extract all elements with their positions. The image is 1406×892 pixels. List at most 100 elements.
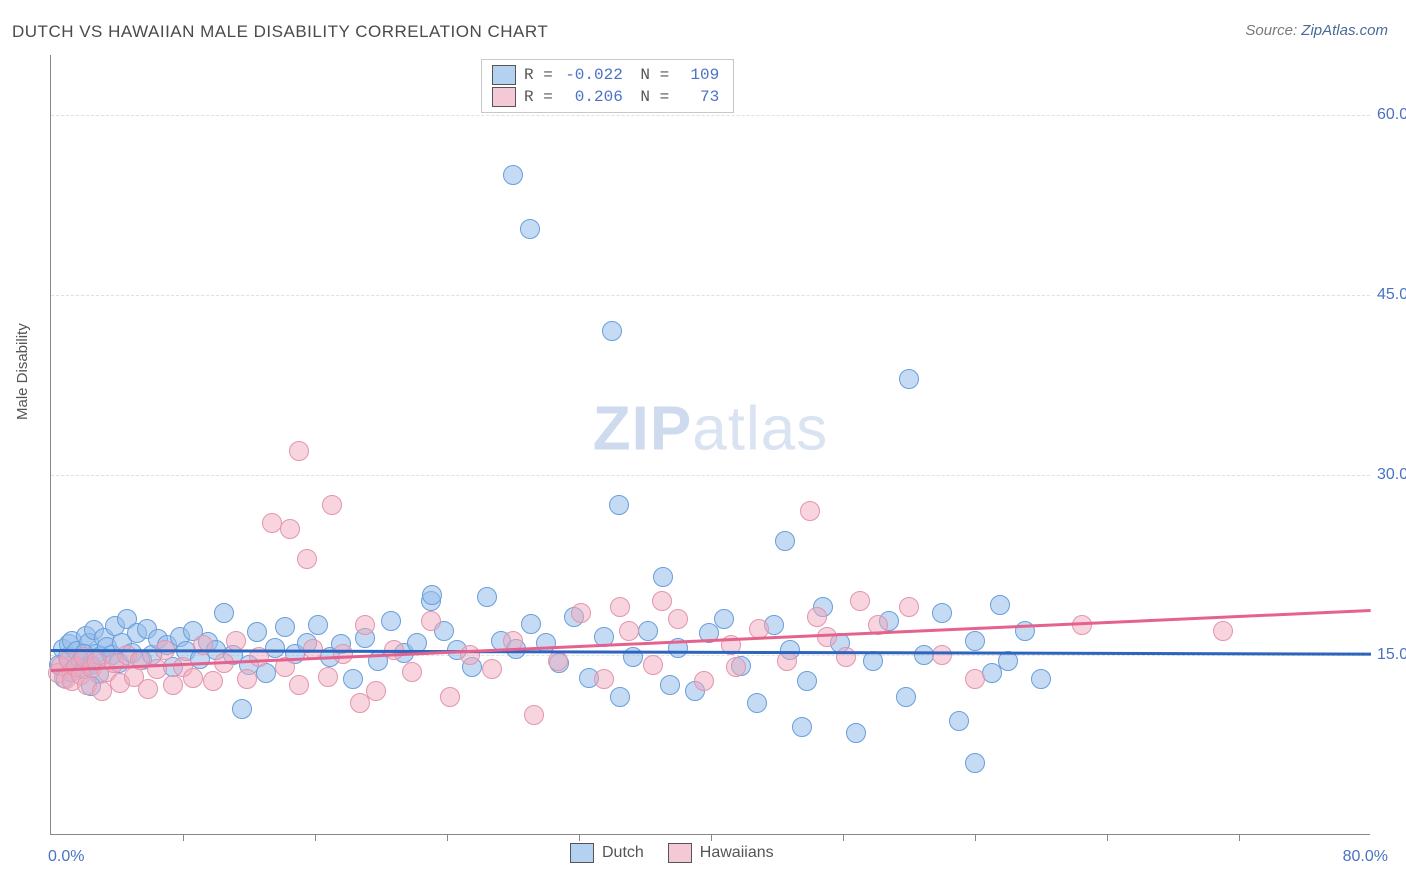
source-prefix: Source: — [1245, 22, 1301, 39]
legend-swatch-hawaiians — [668, 843, 692, 863]
data-point-hawaiians — [619, 621, 639, 641]
y-tick-label: 45.0% — [1377, 286, 1406, 304]
data-point-dutch — [381, 611, 401, 631]
data-point-hawaiians — [965, 669, 985, 689]
data-point-dutch — [714, 609, 734, 629]
legend-label: Dutch — [602, 844, 644, 861]
data-point-hawaiians — [333, 644, 353, 664]
data-point-hawaiians — [297, 549, 317, 569]
data-point-dutch — [247, 622, 267, 642]
y-axis-label: Male Disability — [14, 323, 31, 420]
data-point-hawaiians — [138, 679, 158, 699]
data-point-hawaiians — [800, 501, 820, 521]
data-point-hawaiians — [289, 675, 309, 695]
data-point-hawaiians — [482, 659, 502, 679]
data-point-dutch — [863, 651, 883, 671]
data-point-dutch — [521, 614, 541, 634]
data-point-hawaiians — [226, 631, 246, 651]
data-point-hawaiians — [366, 681, 386, 701]
x-tick — [711, 834, 712, 841]
x-tick — [1239, 834, 1240, 841]
data-point-hawaiians — [643, 655, 663, 675]
grid-line — [51, 115, 1370, 116]
data-point-hawaiians — [289, 441, 309, 461]
legend-swatch-dutch — [492, 65, 516, 85]
data-point-dutch — [932, 603, 952, 623]
stats-n-value: 109 — [677, 66, 719, 84]
data-point-hawaiians — [524, 705, 544, 725]
stats-r-value: 0.206 — [561, 88, 623, 106]
legend-label: Hawaiians — [700, 844, 774, 861]
x-tick — [1107, 834, 1108, 841]
data-point-dutch — [422, 585, 442, 605]
data-point-dutch — [747, 693, 767, 713]
y-tick-label: 60.0% — [1377, 106, 1406, 124]
data-point-dutch — [520, 219, 540, 239]
data-point-hawaiians — [817, 627, 837, 647]
data-point-dutch — [949, 711, 969, 731]
data-point-dutch — [660, 675, 680, 695]
data-point-hawaiians — [571, 603, 591, 623]
data-point-dutch — [503, 165, 523, 185]
data-point-hawaiians — [203, 671, 223, 691]
data-point-dutch — [846, 723, 866, 743]
data-point-hawaiians — [322, 495, 342, 515]
data-point-dutch — [797, 671, 817, 691]
data-point-hawaiians — [610, 597, 630, 617]
x-tick — [843, 834, 844, 841]
data-point-dutch — [775, 531, 795, 551]
data-point-hawaiians — [355, 615, 375, 635]
x-tick — [579, 834, 580, 841]
data-point-dutch — [232, 699, 252, 719]
data-point-dutch — [609, 495, 629, 515]
x-tick — [315, 834, 316, 841]
data-point-dutch — [477, 587, 497, 607]
data-point-hawaiians — [318, 667, 338, 687]
data-point-hawaiians — [668, 609, 688, 629]
data-point-dutch — [899, 369, 919, 389]
scatter-plot: ZIPatlas R =-0.022 N =109R =0.206 N =73 … — [50, 55, 1370, 835]
trend-line-hawaiians — [51, 609, 1371, 671]
watermark-light: atlas — [692, 394, 828, 463]
data-point-dutch — [1031, 669, 1051, 689]
x-tick — [975, 834, 976, 841]
stats-r-label: R = — [524, 66, 553, 84]
data-point-hawaiians — [1072, 615, 1092, 635]
data-point-hawaiians — [147, 659, 167, 679]
y-tick-label: 30.0% — [1377, 466, 1406, 484]
stats-row-dutch: R =-0.022 N =109 — [492, 64, 719, 86]
legend-item-hawaiians: Hawaiians — [668, 843, 774, 863]
data-point-dutch — [343, 669, 363, 689]
stats-row-hawaiians: R =0.206 N =73 — [492, 86, 719, 108]
data-point-dutch — [308, 615, 328, 635]
data-point-hawaiians — [460, 645, 480, 665]
watermark-bold: ZIP — [593, 394, 692, 463]
data-point-hawaiians — [1213, 621, 1233, 641]
data-point-hawaiians — [726, 657, 746, 677]
data-point-dutch — [896, 687, 916, 707]
x-tick — [183, 834, 184, 841]
data-point-dutch — [602, 321, 622, 341]
data-point-dutch — [638, 621, 658, 641]
data-point-hawaiians — [262, 513, 282, 533]
x-tick — [447, 834, 448, 841]
legend-swatch-hawaiians — [492, 87, 516, 107]
data-point-hawaiians — [899, 597, 919, 617]
data-point-hawaiians — [193, 635, 213, 655]
stats-r-label: R = — [524, 88, 553, 106]
data-point-hawaiians — [594, 669, 614, 689]
x-axis-max-label: 80.0% — [1343, 848, 1388, 866]
source-link[interactable]: ZipAtlas.com — [1301, 22, 1388, 39]
chart-title: DUTCH VS HAWAIIAN MALE DISABILITY CORREL… — [12, 22, 548, 42]
data-point-hawaiians — [807, 607, 827, 627]
stats-legend-box: R =-0.022 N =109R =0.206 N =73 — [481, 59, 734, 113]
data-point-dutch — [990, 595, 1010, 615]
y-tick-label: 15.0% — [1377, 646, 1406, 664]
data-point-hawaiians — [237, 669, 257, 689]
legend-item-dutch: Dutch — [570, 843, 644, 863]
data-point-hawaiians — [932, 645, 952, 665]
data-point-hawaiians — [777, 651, 797, 671]
data-point-hawaiians — [92, 681, 112, 701]
data-point-hawaiians — [280, 519, 300, 539]
stats-n-label: N = — [631, 88, 669, 106]
